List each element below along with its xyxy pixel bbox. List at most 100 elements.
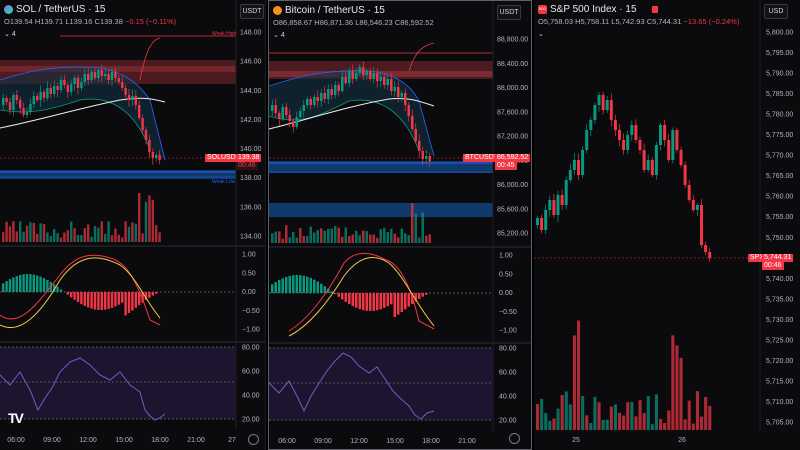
price-axis-label: 5,710.00	[766, 399, 793, 406]
candle	[144, 130, 148, 140]
candle	[295, 117, 298, 127]
candle	[540, 218, 544, 230]
candle	[581, 150, 585, 175]
candle	[572, 160, 576, 170]
volume-bar	[418, 237, 421, 243]
candle	[552, 200, 556, 215]
candle	[148, 140, 151, 152]
rsi-axis-label: 20.00	[242, 417, 260, 424]
volume-bar	[397, 237, 400, 243]
symbol-title[interactable]: S&P 500 Index · 15	[550, 4, 637, 15]
candle	[100, 70, 103, 76]
macd-bar	[383, 293, 386, 308]
macd-bar	[29, 274, 32, 292]
macd-bar	[372, 293, 375, 311]
price-axis-label: 5,800.00	[766, 30, 793, 37]
candle	[638, 140, 642, 150]
volume-bar	[572, 335, 576, 430]
candle	[15, 95, 18, 100]
candle	[131, 96, 134, 100]
candle	[642, 150, 646, 170]
volume-bar	[80, 234, 83, 242]
chart-panel-btc[interactable]: 88,800.00 88,400.00 88,000.00 87,600.00 87,2…	[268, 0, 532, 450]
btc-chart-canvas[interactable]: 88,800.00 88,400.00 88,000.00 87,600.00 87,2…	[269, 1, 532, 450]
candle	[390, 79, 393, 91]
candle	[158, 155, 161, 160]
candle	[292, 121, 295, 127]
currency-selector[interactable]: USDT	[497, 5, 521, 20]
volume-bar	[49, 236, 52, 242]
symbol-title[interactable]: Bitcoin / TetherUS · 15	[285, 5, 385, 16]
gear-icon[interactable]	[248, 434, 259, 445]
time-axis-label: 12:00	[350, 438, 368, 445]
candle	[700, 205, 703, 245]
volume-bar	[556, 408, 560, 430]
time-axis-label: 27	[228, 437, 236, 444]
gear-icon[interactable]	[509, 433, 520, 444]
symbol-title[interactable]: SOL / TetherUS · 15	[16, 4, 106, 15]
last-price-tag: 86,592.52	[495, 154, 531, 162]
volume-bar	[589, 423, 593, 430]
candle	[56, 86, 59, 90]
volume-bar	[320, 228, 323, 243]
candle	[42, 92, 46, 98]
macd-bar	[404, 293, 407, 310]
rsi-axis-label: 80.00	[242, 345, 260, 352]
candle	[337, 85, 340, 91]
macd-bar	[131, 292, 134, 311]
macd-bar	[313, 279, 316, 293]
ohlc-readout: O5,758.03 H5,758.11 L5,742.93 C5,744.31 …	[538, 17, 740, 26]
volume-bar	[618, 412, 622, 430]
candle	[544, 210, 548, 230]
candle	[110, 72, 114, 80]
candle	[29, 104, 32, 112]
candle	[25, 112, 29, 115]
candle	[117, 78, 120, 82]
volume-bar	[393, 233, 396, 243]
macd-bar	[90, 292, 93, 309]
candle	[36, 96, 39, 100]
chart-panel-sol[interactable]: 148.00 146.00 144.00 142.00 140.00 138.00 136.…	[0, 0, 266, 450]
volume-bar	[654, 394, 658, 430]
macd-bar	[141, 292, 144, 303]
candle	[411, 116, 414, 129]
volume-bar	[667, 410, 671, 430]
volume-bar	[285, 225, 288, 243]
candle	[32, 96, 35, 104]
currency-selector[interactable]: USDT	[240, 4, 264, 19]
volume-bar	[390, 228, 393, 243]
candle	[634, 125, 638, 140]
ticker-tag: SPX	[748, 254, 767, 262]
volume-bar	[564, 391, 568, 430]
indicators-toggle[interactable]: ⌄ 4	[273, 32, 285, 39]
sol-chart-canvas[interactable]: 148.00 146.00 144.00 142.00 140.00 138.00 136.…	[0, 0, 266, 450]
volume-bar	[63, 232, 66, 242]
candle	[618, 130, 621, 140]
macd-axis-label: −0.50	[499, 309, 517, 316]
indicators-toggle[interactable]: ⌄	[538, 31, 544, 38]
volume-bar	[544, 413, 548, 430]
indicators-toggle[interactable]: ⌄ 4	[4, 31, 16, 38]
spx-chart-canvas[interactable]: 5,800.00 5,795.00 5,790.00 5,785.00 5,780.00…	[534, 0, 800, 450]
volume-bar	[421, 212, 424, 243]
candle	[687, 185, 691, 200]
currency-selector[interactable]: USD	[764, 4, 788, 19]
macd-axis-label: 1.00	[242, 252, 256, 259]
time-axis-label: 25	[572, 437, 580, 444]
candle	[5, 98, 8, 102]
rsi-axis-label: 20.00	[499, 418, 517, 425]
volume-bar	[292, 231, 295, 243]
candle	[76, 78, 80, 88]
rsi-line	[0, 357, 166, 421]
spx-candles	[536, 91, 712, 262]
volume-bar	[90, 236, 93, 242]
candle	[675, 130, 679, 150]
sol-candles	[2, 64, 161, 165]
candle	[372, 73, 375, 79]
chart-panel-spx[interactable]: 5,800.00 5,795.00 5,790.00 5,785.00 5,780.00…	[534, 0, 800, 450]
volume-bar	[302, 236, 305, 243]
volume-bar	[428, 234, 431, 243]
macd-bar	[334, 293, 337, 295]
flag-icon[interactable]	[652, 6, 658, 13]
tradingview-logo[interactable]: TV	[8, 410, 24, 426]
